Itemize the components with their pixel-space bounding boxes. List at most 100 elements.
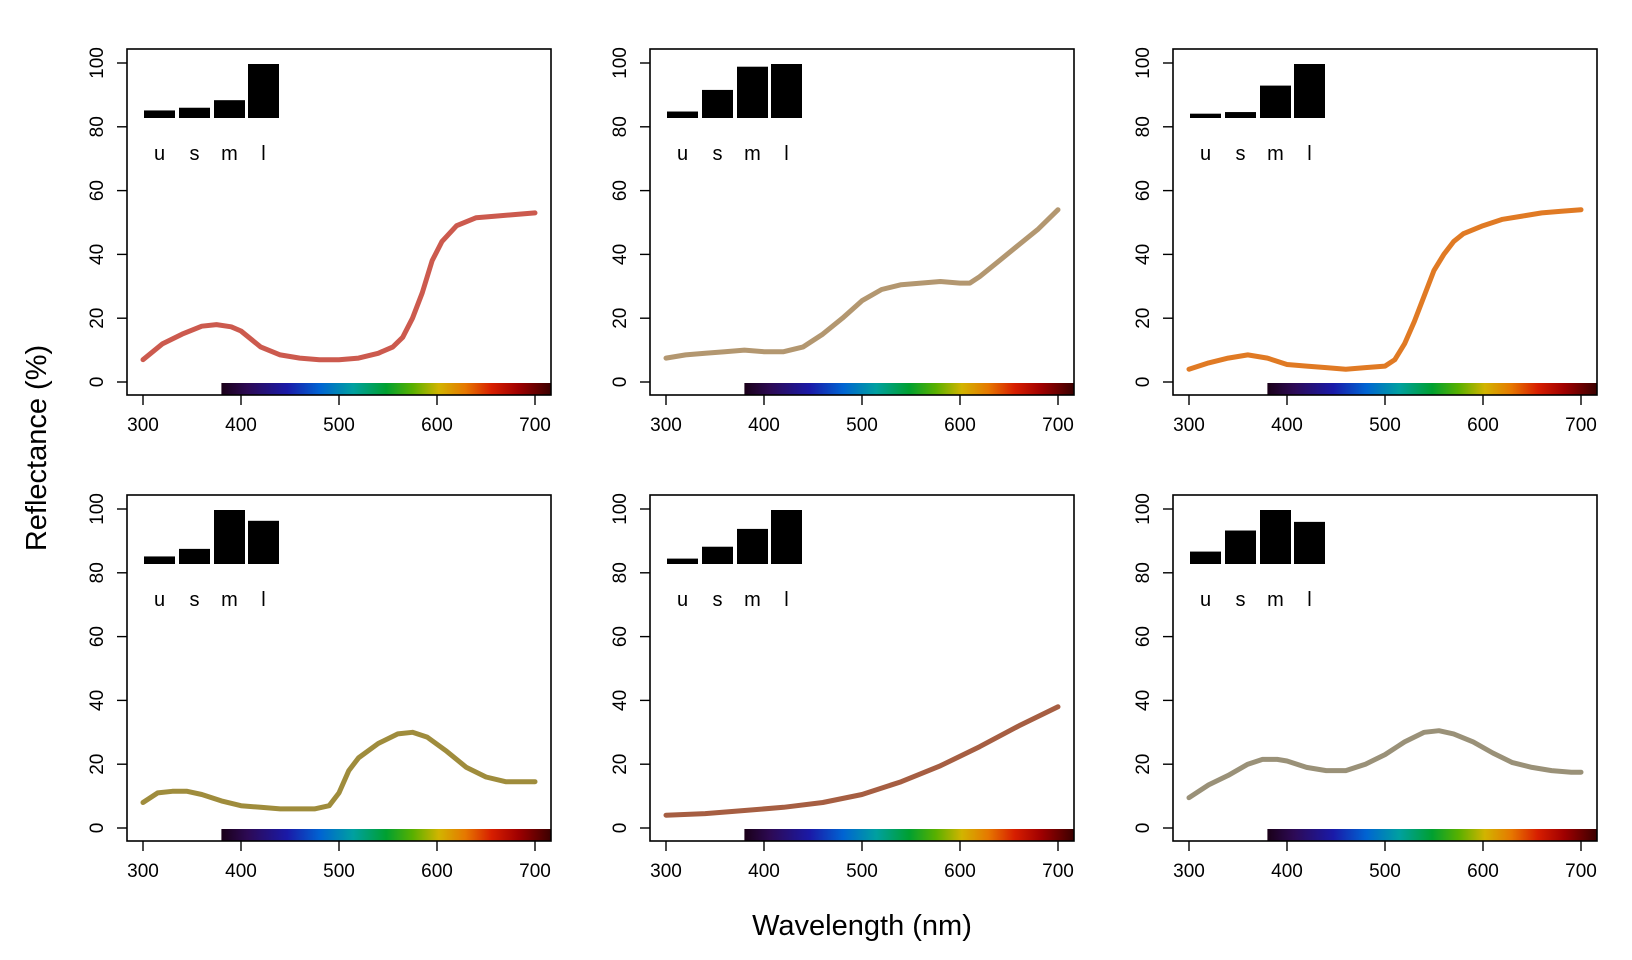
y-tick-label: 40 bbox=[1133, 690, 1154, 711]
y-tick-label: 40 bbox=[610, 244, 631, 265]
cone-label-u: u bbox=[154, 143, 165, 165]
cone-label-u: u bbox=[1200, 589, 1211, 611]
y-tick-label: 80 bbox=[1133, 116, 1154, 137]
chart-panel: 300 400 500 600 700 0 20 40 60 80 100 u s m l bbox=[610, 493, 1075, 882]
y-tick-label: 40 bbox=[610, 690, 631, 711]
x-tick-label: 300 bbox=[650, 861, 682, 882]
x-tick-label: 300 bbox=[650, 415, 682, 436]
cone-label-u: u bbox=[1200, 143, 1211, 165]
y-tick-label: 60 bbox=[610, 180, 631, 201]
chart-panel: 300 400 500 600 700 0 20 40 60 80 100 u s m l bbox=[87, 47, 552, 436]
y-tick-label: 100 bbox=[1133, 493, 1154, 525]
y-tick-label: 100 bbox=[610, 47, 631, 79]
cone-label-l: l bbox=[1307, 589, 1311, 611]
y-tick-label: 40 bbox=[87, 244, 108, 265]
y-tick-label: 60 bbox=[1133, 626, 1154, 647]
y-tick-label: 60 bbox=[87, 180, 108, 201]
y-tick-label: 100 bbox=[610, 493, 631, 525]
x-tick-label: 500 bbox=[846, 415, 878, 436]
x-tick-label: 300 bbox=[1173, 861, 1205, 882]
y-tick-label: 20 bbox=[610, 754, 631, 775]
cone-bar-l bbox=[248, 520, 279, 564]
cone-label-s: s bbox=[190, 143, 200, 165]
cone-label-m: m bbox=[1267, 589, 1284, 611]
plot-frame bbox=[126, 48, 552, 396]
spectrum-bar bbox=[1267, 829, 1597, 841]
y-tick-label: 100 bbox=[87, 493, 108, 525]
y-tick-label: 100 bbox=[1133, 47, 1154, 79]
reflectance-line bbox=[663, 207, 1061, 361]
reflectance-line bbox=[663, 704, 1061, 818]
cone-bar-s bbox=[179, 107, 210, 118]
chart-panel: 300 400 500 600 700 0 20 40 60 80 100 u s m l bbox=[610, 47, 1075, 436]
cone-bar-m bbox=[1260, 510, 1291, 564]
y-tick-label: 80 bbox=[87, 562, 108, 583]
x-tick-label: 700 bbox=[1042, 415, 1074, 436]
x-tick-label: 700 bbox=[1042, 861, 1074, 882]
cone-label-m: m bbox=[1267, 143, 1284, 165]
cone-label-m: m bbox=[744, 589, 761, 611]
x-tick-label: 500 bbox=[323, 861, 355, 882]
cone-bar-s bbox=[179, 548, 210, 564]
y-tick-label: 40 bbox=[87, 690, 108, 711]
x-tick-label: 700 bbox=[519, 861, 551, 882]
cone-label-l: l bbox=[784, 143, 788, 165]
cone-label-m: m bbox=[221, 589, 238, 611]
x-tick-label: 500 bbox=[1369, 861, 1401, 882]
y-axis-title: Reflectance (%) bbox=[21, 345, 53, 551]
cone-label-s: s bbox=[1236, 589, 1246, 611]
y-tick-label: 80 bbox=[610, 116, 631, 137]
y-tick-label: 20 bbox=[1133, 308, 1154, 329]
reflectance-line bbox=[1186, 207, 1584, 372]
y-tick-label: 60 bbox=[87, 626, 108, 647]
x-tick-label: 600 bbox=[421, 415, 453, 436]
y-tick-label: 20 bbox=[87, 754, 108, 775]
cone-bar-l bbox=[1294, 64, 1325, 118]
cone-bar-s bbox=[1225, 530, 1256, 564]
y-tick-label: 60 bbox=[1133, 180, 1154, 201]
x-tick-label: 600 bbox=[421, 861, 453, 882]
cone-label-l: l bbox=[261, 589, 265, 611]
cone-bar-u bbox=[667, 558, 698, 564]
cone-label-u: u bbox=[154, 589, 165, 611]
cone-label-s: s bbox=[713, 589, 723, 611]
cone-label-m: m bbox=[221, 143, 238, 165]
y-tick-label: 20 bbox=[610, 308, 631, 329]
plot-frame bbox=[1172, 48, 1598, 396]
cone-bar-l bbox=[771, 64, 802, 118]
y-tick-label: 40 bbox=[1133, 244, 1154, 265]
x-tick-label: 400 bbox=[225, 861, 257, 882]
chart-panel: 300 400 500 600 700 0 20 40 60 80 100 u s m l bbox=[1133, 47, 1598, 436]
y-tick-label: 80 bbox=[87, 116, 108, 137]
spectrum-bar bbox=[221, 383, 551, 395]
x-tick-label: 400 bbox=[1271, 861, 1303, 882]
cone-bar-l bbox=[1294, 521, 1325, 564]
x-tick-label: 700 bbox=[519, 415, 551, 436]
cone-bar-u bbox=[1190, 113, 1221, 118]
y-tick-label: 0 bbox=[610, 377, 631, 388]
x-tick-label: 400 bbox=[225, 415, 257, 436]
x-tick-label: 600 bbox=[1467, 415, 1499, 436]
cone-label-s: s bbox=[713, 143, 723, 165]
spectrum-bar bbox=[1267, 383, 1597, 395]
cone-label-l: l bbox=[784, 589, 788, 611]
cone-label-s: s bbox=[1236, 143, 1246, 165]
spectrum-bar bbox=[744, 829, 1074, 841]
cone-bar-u bbox=[144, 556, 175, 564]
cone-bar-m bbox=[214, 100, 245, 118]
x-tick-label: 600 bbox=[944, 861, 976, 882]
cone-label-u: u bbox=[677, 143, 688, 165]
x-tick-label: 400 bbox=[748, 415, 780, 436]
y-tick-label: 60 bbox=[610, 626, 631, 647]
cone-bar-m bbox=[737, 66, 768, 118]
spectrum-bar bbox=[221, 829, 551, 841]
x-tick-label: 400 bbox=[748, 861, 780, 882]
chart-panel: 300 400 500 600 700 0 20 40 60 80 100 u s m l bbox=[1133, 493, 1598, 882]
y-tick-label: 0 bbox=[1133, 823, 1154, 834]
reflectance-line bbox=[140, 210, 538, 363]
y-tick-label: 80 bbox=[1133, 562, 1154, 583]
cone-bar-m bbox=[737, 528, 768, 564]
x-tick-label: 500 bbox=[846, 861, 878, 882]
